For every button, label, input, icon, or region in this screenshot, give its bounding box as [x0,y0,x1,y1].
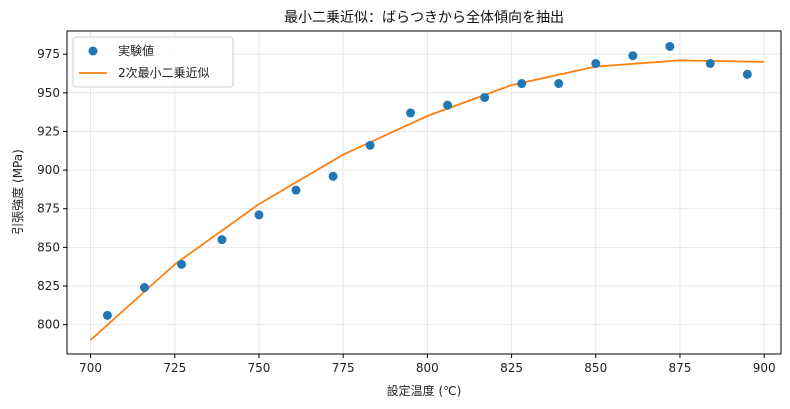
axis-ticks: 700 725 750 775 800 825 850 875 900 800 825 850 875 9… [37,47,776,375]
data-point [665,41,675,51]
legend: 実験値 2次最小二乗近似 [72,36,234,88]
y-tick-label: 900 [37,163,60,177]
data-point [443,100,453,110]
grid [67,31,781,354]
legend-label-line: 2次最小二乗近似 [118,66,210,80]
x-tick-label: 800 [416,361,439,375]
x-tick-label: 900 [753,361,776,375]
plot-area [89,41,765,341]
y-tick-label: 925 [37,124,60,138]
data-point [102,310,112,320]
legend-marker-scatter [88,46,98,56]
y-tick-label: 825 [37,279,60,293]
data-point [328,171,338,181]
x-tick-label: 875 [669,361,692,375]
y-tick-label: 800 [37,318,60,332]
x-tick-label: 825 [500,361,523,375]
y-tick-label: 875 [37,202,60,216]
data-point [254,210,264,220]
data-point [406,108,416,118]
chart-title: 最小二乗近似：ばらつきから全体傾向を抽出 [284,9,564,26]
x-tick-label: 725 [163,361,186,375]
x-tick-label: 850 [584,361,607,375]
data-point [365,140,375,150]
fit-line [89,59,765,341]
x-axis-label: 設定温度 (℃) [387,383,462,398]
legend-box [72,36,234,88]
data-point [591,58,601,68]
x-tick-label: 775 [332,361,355,375]
data-point [628,51,638,61]
x-tick-label: 750 [248,361,271,375]
data-point [177,259,187,269]
data-point [217,235,227,245]
data-point [554,79,564,89]
legend-label-scatter: 実験値 [118,43,154,58]
data-point [480,92,490,102]
x-tick-label: 700 [79,361,102,375]
y-tick-label: 850 [37,240,60,254]
data-point [517,79,527,89]
plot-frame [66,30,782,355]
y-tick-label: 950 [37,86,60,100]
y-axis-label: 引張強度 (MPa) [10,149,25,235]
y-tick-label: 975 [37,47,60,61]
data-point [705,58,715,68]
data-point [742,69,752,79]
data-point [139,283,149,293]
data-point [291,185,301,195]
